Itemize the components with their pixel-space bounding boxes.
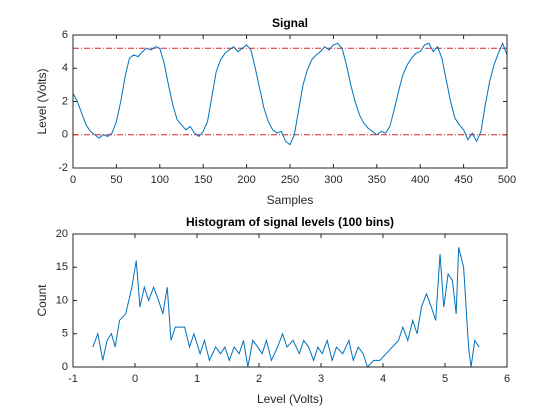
series-line (72, 41, 508, 146)
x-tick-label: 1 (194, 373, 200, 385)
x-tick-label: 500 (498, 174, 516, 186)
y-tick-label: 20 (56, 228, 68, 240)
y-tick-label: 0 (62, 361, 68, 373)
x-tick-label: 300 (324, 174, 342, 186)
y-tick-label: -2 (58, 162, 68, 174)
x-tick-label: 450 (454, 174, 472, 186)
x-tick-label: 100 (151, 174, 169, 186)
y-tick-label: 6 (62, 29, 68, 41)
x-tick-label: 0 (70, 174, 76, 186)
x-tick-label: -1 (68, 373, 78, 385)
axes-background (73, 234, 507, 367)
y-axis-label: Count (35, 284, 49, 317)
x-tick-label: 0 (132, 373, 138, 385)
x-tick-label: 50 (110, 174, 122, 186)
axes-background (73, 35, 507, 168)
axes-box (72, 233, 508, 368)
chart-title: Signal (272, 16, 308, 30)
y-tick-label: 4 (62, 62, 68, 74)
x-tick-label: 2 (256, 373, 262, 385)
y-tick-label: 2 (62, 95, 68, 107)
x-axis-label: Level (Volts) (257, 392, 323, 406)
y-tick-label: 5 (62, 328, 68, 340)
x-tick-label: 6 (504, 373, 510, 385)
x-tick-label: 4 (380, 373, 386, 385)
x-tick-label: 250 (281, 174, 299, 186)
y-tick-label: 0 (62, 129, 68, 141)
chart-title: Histogram of signal levels (100 bins) (186, 215, 394, 229)
x-tick-label: 3 (318, 373, 324, 385)
y-tick-label: 15 (56, 261, 68, 273)
x-tick-label: 5 (442, 373, 448, 385)
x-tick-label: 200 (237, 174, 255, 186)
series-line (92, 247, 480, 368)
y-tick-label: 10 (56, 294, 68, 306)
x-tick-label: 350 (368, 174, 386, 186)
x-axis-label: Samples (267, 193, 314, 207)
x-tick-label: 150 (194, 174, 212, 186)
x-tick-label: 400 (411, 174, 429, 186)
axes-box (72, 34, 508, 169)
y-axis-label: Level (Volts) (35, 68, 49, 134)
